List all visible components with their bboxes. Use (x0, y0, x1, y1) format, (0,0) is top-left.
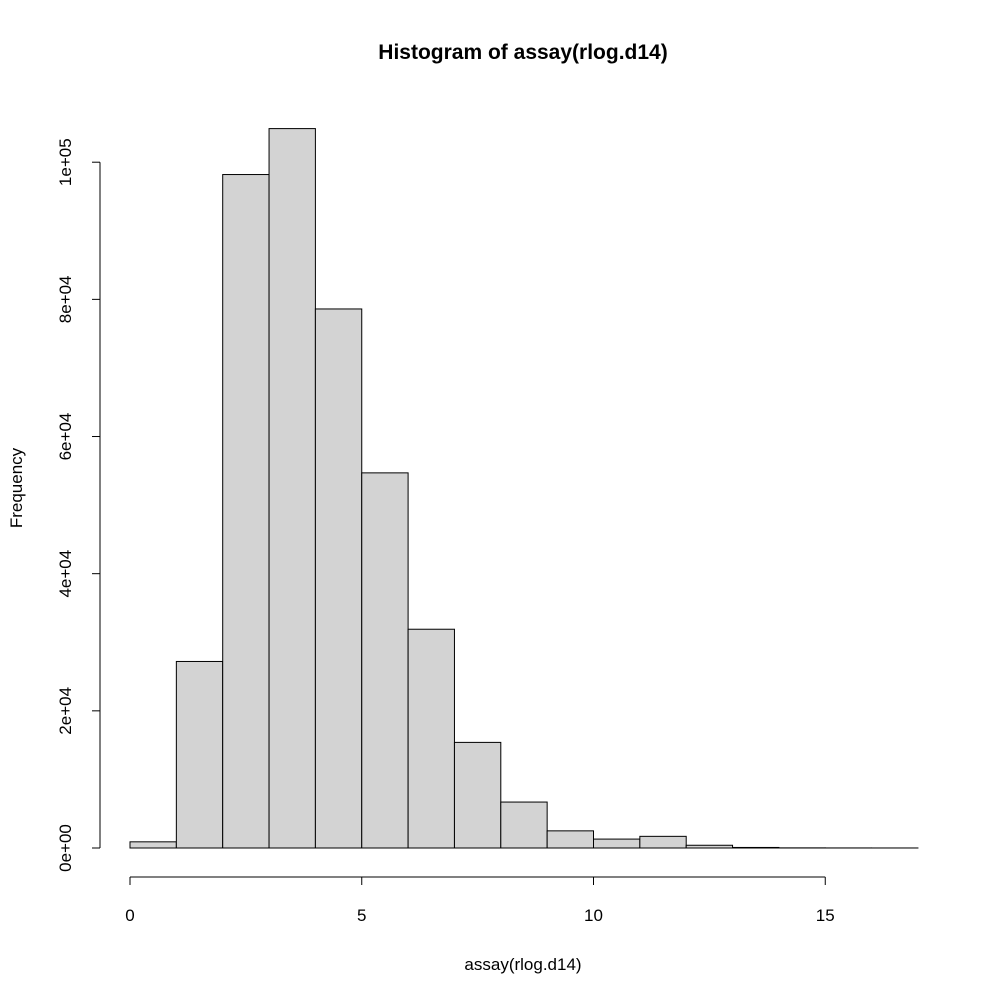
histogram-bar (546, 830, 595, 849)
y-axis-label: Frequency (7, 447, 26, 528)
y-axis: 0e+00 2e+04 4e+04 6e+04 8e+04 1e+05 (56, 138, 101, 872)
histogram-bar (314, 308, 363, 849)
histogram-bar (639, 835, 687, 849)
x-tick-label: 0 (125, 906, 134, 925)
histogram-bar (129, 841, 177, 849)
x-axis-label: assay(rlog.d14) (464, 955, 581, 974)
y-tick-label: 2e+04 (56, 687, 75, 735)
histogram-bar (453, 741, 502, 849)
histogram-bar (268, 128, 316, 849)
x-tick-label: 5 (357, 906, 366, 925)
x-tick-label: 15 (816, 906, 835, 925)
x-tick-label: 10 (584, 906, 603, 925)
histogram-bar (685, 844, 734, 849)
y-tick-label: 6e+04 (56, 413, 75, 461)
bars-group (129, 128, 919, 849)
y-tick-label: 0e+00 (56, 824, 75, 872)
histogram-bar (732, 846, 780, 849)
y-tick-label: 8e+04 (56, 275, 75, 323)
chart-title: Histogram of assay(rlog.d14) (378, 41, 667, 64)
histogram-bar (593, 838, 641, 849)
histogram-bar (361, 472, 409, 849)
y-tick-label: 4e+04 (56, 550, 75, 598)
histogram-bar (407, 628, 455, 849)
histogram-bar (222, 174, 270, 849)
x-axis: 0 5 10 15 (125, 876, 835, 925)
y-tick-label: 1e+05 (56, 138, 75, 186)
histogram-bar (175, 660, 224, 849)
histogram-bar (500, 801, 548, 849)
